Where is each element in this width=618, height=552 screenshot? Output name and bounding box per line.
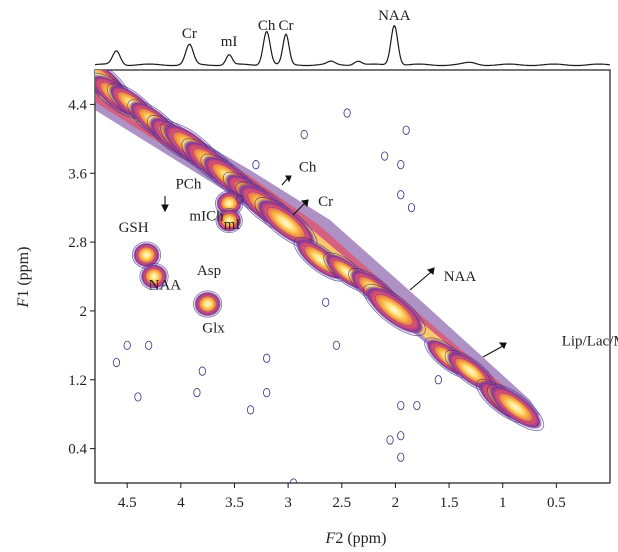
contour-ring <box>487 383 545 432</box>
projection-peak-label: NAA <box>378 8 411 24</box>
noise-contour <box>332 340 341 350</box>
y-axis-ticks: 4.4 3.6 2.8 2 1.2 0.4 <box>68 97 95 458</box>
x-axis-label: F2 (ppm) <box>325 530 387 547</box>
y-tick-label: 2.8 <box>68 235 87 251</box>
noise-contour <box>413 400 421 411</box>
noise-contour <box>134 392 142 402</box>
contour-ring <box>137 246 156 264</box>
contour-peak <box>216 209 242 233</box>
x-tick-label: 3 <box>284 495 292 511</box>
contour-peak <box>364 285 424 335</box>
contour-peak <box>140 264 168 289</box>
contour-ring <box>368 288 420 332</box>
noise-contour <box>407 203 416 213</box>
noise-contour <box>397 431 405 441</box>
annotation-label: Cr <box>318 194 333 210</box>
contour-ring <box>193 290 223 318</box>
x-tick-label: 1.5 <box>440 495 459 511</box>
contour-ring <box>139 262 169 291</box>
contour-ring <box>218 210 241 231</box>
contour-ring <box>492 387 539 427</box>
noise-contour <box>343 108 351 118</box>
contour-ring <box>497 392 534 423</box>
noise-contour <box>402 125 410 135</box>
annotation-label: Lip/Lac/MM <box>562 333 618 349</box>
noise-contour <box>381 151 389 161</box>
annotation-label: Ch <box>299 160 317 176</box>
noise-contour <box>252 160 260 170</box>
noise-contour <box>193 388 201 398</box>
noise-contour <box>246 405 255 415</box>
annotation-label: mICh <box>189 209 224 225</box>
annotation-label: PCh <box>175 177 201 193</box>
noise-contour <box>397 400 405 411</box>
contour-peak <box>256 198 316 248</box>
x-tick-label: 2.5 <box>332 495 351 511</box>
x-tick-label: 3.5 <box>225 495 244 511</box>
x-axis-ticks: 4.5 4 3.5 3 2.5 2 1.5 1 0.5 <box>118 483 566 511</box>
noise-contour <box>145 340 153 350</box>
contour-ring <box>195 293 220 316</box>
annotation-arrows <box>161 175 507 358</box>
noise-contour <box>397 160 405 170</box>
contour-ring <box>362 284 426 337</box>
contour-ring <box>215 208 243 234</box>
noise-contour <box>263 353 271 363</box>
noise-contour <box>123 340 131 350</box>
noise-contour <box>397 452 405 462</box>
x-tick-label: 4.5 <box>118 495 137 511</box>
annotation-label: NAA <box>444 269 477 285</box>
noise-contour <box>300 129 308 140</box>
contour-peak <box>216 191 243 216</box>
y-axis-label: F1 (ppm) <box>15 247 32 309</box>
y-tick-label: 4.4 <box>68 97 87 113</box>
contour-peaks <box>95 70 545 483</box>
contour-ring <box>198 295 217 313</box>
noise-contour <box>236 194 244 204</box>
y-tick-label: 1.2 <box>68 373 87 389</box>
noise-contour <box>112 357 121 368</box>
contour-peak <box>488 385 543 430</box>
annotation-label: Asp <box>197 263 221 279</box>
noise-contour <box>322 297 330 307</box>
contour-ring <box>374 293 414 327</box>
contour-ring <box>144 267 164 286</box>
projection-peak-label: Ch <box>258 18 276 34</box>
noise-contour <box>397 190 405 200</box>
x-tick-label: 4 <box>177 495 185 511</box>
x-tick-label: 0.5 <box>547 495 566 511</box>
noise-contour <box>386 435 394 445</box>
annotation-label: NAA <box>149 277 182 293</box>
annotation-label: mI <box>224 217 241 233</box>
noise-contour <box>198 366 206 376</box>
noise-contour <box>434 375 442 385</box>
contour-ring <box>220 212 238 229</box>
x-tick-label: 1 <box>499 495 507 511</box>
y-tick-label: 0.4 <box>68 442 87 458</box>
annotation-label: GSH <box>119 220 149 236</box>
contour-peak <box>133 242 160 268</box>
noise-contour <box>263 388 271 398</box>
annotation-label: Glx <box>202 320 225 336</box>
y-tick-label: 3.6 <box>68 166 87 182</box>
contour-peak <box>194 291 222 317</box>
projection-peak-label: Cr <box>182 26 197 42</box>
projection-spectrum <box>94 24 611 67</box>
x-tick-label: 2 <box>392 495 400 511</box>
contour-ring <box>142 265 166 288</box>
projection-peak-label: Cr <box>278 18 293 34</box>
noise-contour <box>289 478 298 483</box>
projection-peak-label: mI <box>221 34 238 50</box>
y-tick-label: 2 <box>80 304 88 320</box>
